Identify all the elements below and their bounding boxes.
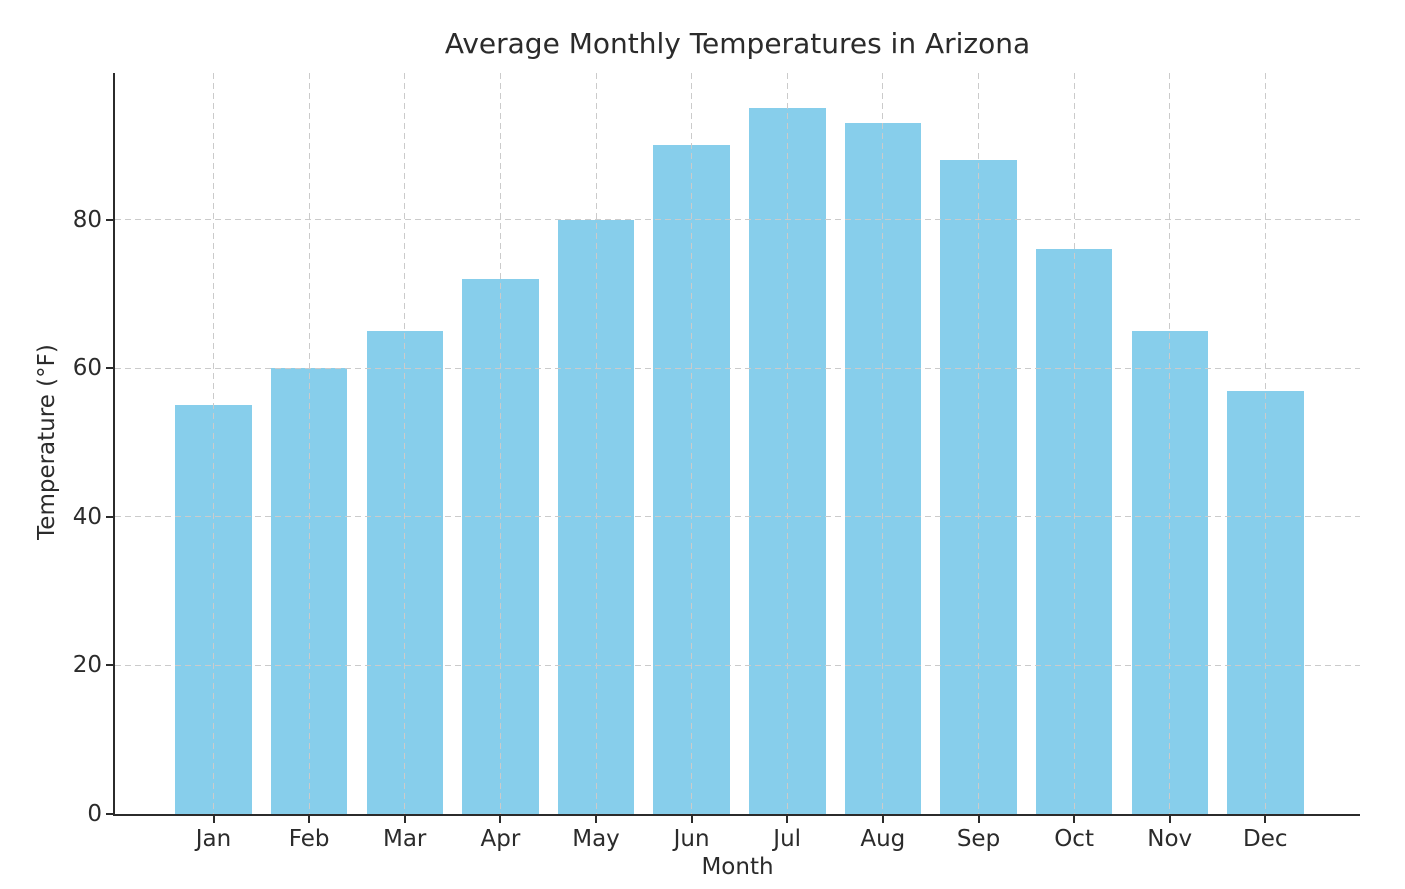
y-tick-label-20: 20 bbox=[72, 652, 102, 679]
x-tick-label-may: May bbox=[572, 826, 620, 852]
gridline-v-mar bbox=[404, 73, 406, 814]
x-tick-label-oct: Oct bbox=[1054, 826, 1094, 852]
x-tick-jan bbox=[212, 815, 215, 823]
y-tick-80 bbox=[106, 218, 114, 221]
gridline-h-20 bbox=[115, 664, 1360, 666]
y-tick-40 bbox=[106, 515, 114, 518]
gridline-h-60 bbox=[115, 367, 1360, 369]
gridline-h-80 bbox=[115, 219, 1360, 221]
gridline-v-jul bbox=[786, 73, 788, 814]
x-tick-label-jun: Jun bbox=[673, 826, 710, 852]
x-tick-feb bbox=[308, 815, 311, 823]
gridline-v-sep bbox=[978, 73, 979, 814]
y-tick-20 bbox=[106, 664, 114, 667]
x-tick-label-jul: Jul bbox=[773, 826, 802, 852]
x-tick-mar bbox=[403, 815, 406, 823]
y-tick-label-80: 80 bbox=[72, 206, 102, 233]
x-tick-dec bbox=[1264, 815, 1267, 823]
x-tick-label-mar: Mar bbox=[382, 826, 427, 852]
gridline-v-jun bbox=[691, 73, 693, 814]
x-tick-aug bbox=[881, 815, 884, 823]
gridline-v-aug bbox=[882, 73, 884, 814]
x-axis-label: Month bbox=[701, 854, 774, 880]
y-tick-label-40: 40 bbox=[72, 503, 102, 530]
x-tick-label-jan: Jan bbox=[195, 826, 232, 852]
x-tick-may bbox=[595, 815, 597, 823]
y-tick-label-0: 0 bbox=[87, 801, 102, 827]
axes-layer: Jan Feb Mar Apr May Jun Jul Aug Sep Oct Nov Dec 0 20 4… bbox=[73, 73, 1360, 852]
y-axis-spine bbox=[113, 73, 115, 814]
x-tick-oct bbox=[1073, 815, 1076, 823]
x-tick-label-dec: Dec bbox=[1243, 826, 1288, 852]
x-tick-label-sep: Sep bbox=[956, 826, 1001, 852]
y-tick-0 bbox=[106, 813, 114, 815]
x-tick-sep bbox=[977, 815, 980, 823]
gridline-h-40 bbox=[115, 516, 1360, 518]
y-tick-label-60: 60 bbox=[72, 355, 102, 382]
grid-layer bbox=[115, 73, 1360, 814]
gridline-v-dec bbox=[1264, 73, 1266, 814]
gridline-v-feb bbox=[308, 73, 310, 814]
gridline-v-jan bbox=[213, 73, 214, 814]
x-tick-label-apr: Apr bbox=[480, 826, 521, 852]
plot-area: Jan Feb Mar Apr May Jun Jul Aug Sep Oct Nov Dec 0 20 4… bbox=[73, 73, 1360, 852]
x-tick-nov bbox=[1168, 815, 1171, 823]
chart-title: Average Monthly Temperatures in Arizona bbox=[444, 27, 1031, 60]
x-tick-jun bbox=[690, 815, 693, 823]
x-tick-label-nov: Nov bbox=[1147, 826, 1193, 852]
gridline-v-nov bbox=[1169, 73, 1171, 814]
x-tick-label-aug: Aug bbox=[860, 826, 906, 852]
gridline-v-oct bbox=[1073, 73, 1075, 814]
x-tick-apr bbox=[499, 815, 502, 823]
x-tick-jul bbox=[786, 815, 789, 823]
gridline-v-apr bbox=[499, 73, 501, 814]
x-axis-spine bbox=[113, 814, 1360, 816]
x-tick-label-feb: Feb bbox=[288, 826, 330, 852]
gridline-v-may bbox=[595, 73, 597, 814]
y-tick-60 bbox=[106, 367, 114, 370]
